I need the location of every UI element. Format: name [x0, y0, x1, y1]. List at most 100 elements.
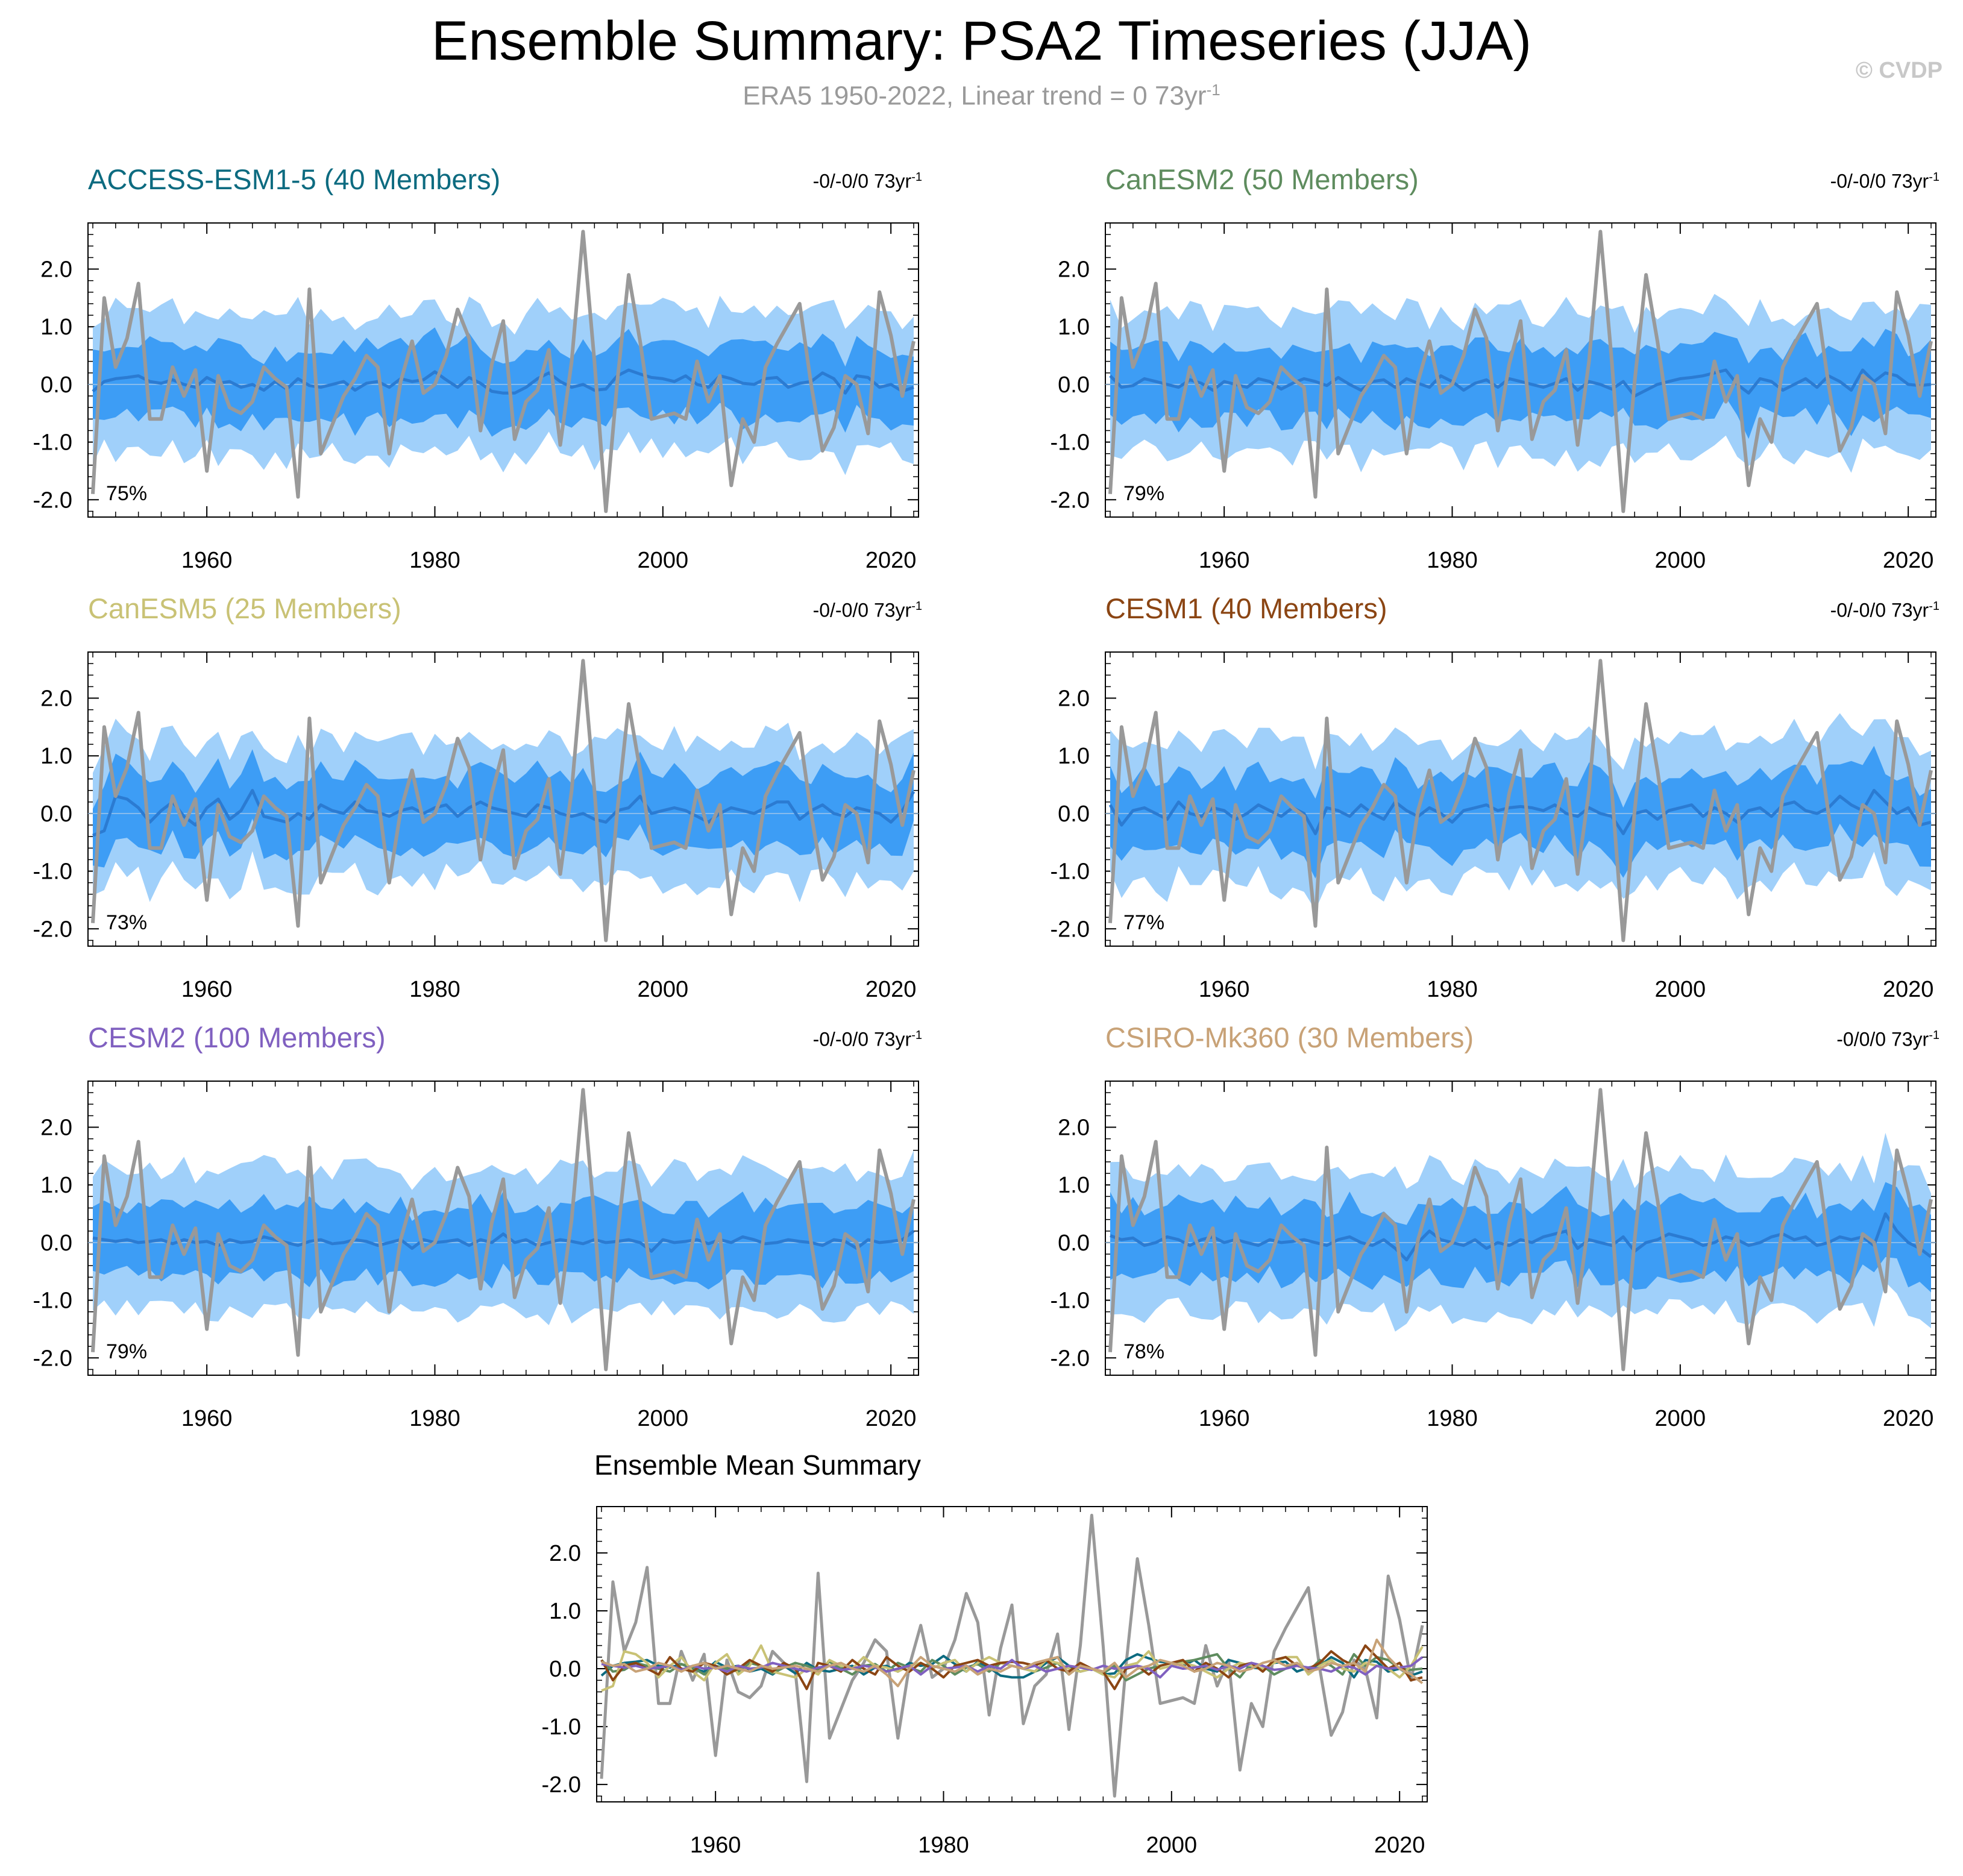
trend-text: -0/-0/0 73yr — [1830, 599, 1929, 621]
x-tick-label: 1980 — [1427, 548, 1478, 573]
panel-trend-cesm2: -0/-0/0 73yr-1 — [687, 1029, 922, 1049]
trend-superscript: -1 — [911, 171, 922, 184]
trend-superscript: -1 — [1929, 1029, 1939, 1042]
x-tick-label: 2000 — [1655, 1406, 1706, 1431]
ensemble-mean-line — [1109, 368, 1932, 398]
percent-label: 73% — [106, 911, 147, 934]
percent-label: 79% — [106, 1340, 147, 1363]
trend-superscript: -1 — [1929, 171, 1939, 184]
panel-title-canesm2: CanESM2 (50 Members) — [1105, 163, 1419, 195]
summary-line-cesm2 — [601, 1656, 1424, 1679]
percent-label: 77% — [1123, 911, 1164, 934]
ensemble-mean-line — [92, 789, 916, 837]
x-tick-label: 2020 — [865, 548, 917, 573]
y-tick-label: -2.0 — [1051, 488, 1090, 513]
y-tick-label: 0.0 — [40, 372, 72, 398]
trend-superscript: -1 — [911, 1029, 922, 1042]
x-tick-label: 2000 — [1655, 977, 1706, 1002]
y-tick-label: 2.0 — [40, 686, 72, 712]
x-tick-label: 1960 — [181, 1406, 233, 1431]
panel-trend-canesm2: -0/-0/0 73yr-1 — [1704, 171, 1939, 191]
x-tick-label: 1980 — [1427, 1406, 1478, 1431]
inner-spread-band — [1110, 328, 1931, 439]
trend-text: -0/-0/0 73yr — [812, 170, 912, 192]
y-tick-label: 2.0 — [1058, 257, 1090, 283]
x-tick-label: 1960 — [181, 977, 233, 1002]
x-tick-label: 1960 — [1199, 977, 1250, 1002]
y-tick-label: -1.0 — [1051, 430, 1090, 456]
x-tick-label: 2020 — [865, 977, 917, 1002]
y-tick-label: 1.0 — [40, 315, 72, 340]
x-tick-label: 1960 — [1199, 548, 1250, 573]
subtitle-superscript: -1 — [1206, 81, 1220, 99]
x-tick-label: 1980 — [409, 977, 460, 1002]
y-tick-label: 0.0 — [1058, 372, 1090, 398]
y-tick-label: -1.0 — [33, 859, 72, 885]
y-tick-label: 2.0 — [1058, 686, 1090, 712]
x-tick-label: 1980 — [918, 1833, 969, 1858]
percent-label: 79% — [1123, 482, 1164, 505]
trend-superscript: -1 — [911, 600, 922, 613]
inner-spread-band — [1110, 1182, 1931, 1293]
y-tick-label: 0.0 — [549, 1657, 581, 1682]
y-tick-label: 0.0 — [40, 802, 72, 827]
y-tick-label: 1.0 — [1058, 315, 1090, 340]
figure-subtitle: ERA5 1950-2022, Linear trend = 0 73yr-1 — [0, 82, 1963, 110]
panel-title-cesm2: CESM2 (100 Members) — [88, 1021, 386, 1053]
y-tick-label: -1.0 — [33, 430, 72, 456]
ensemble-mean-line — [1108, 789, 1932, 835]
x-tick-label: 1980 — [409, 1406, 460, 1431]
panel-trend-access: -0/-0/0 73yr-1 — [687, 171, 922, 191]
y-tick-label: 1.0 — [40, 1173, 72, 1198]
x-tick-label: 2000 — [1655, 548, 1706, 573]
x-tick-label: 1980 — [1427, 977, 1478, 1002]
y-tick-label: 2.0 — [40, 1115, 72, 1141]
y-tick-label: -2.0 — [1051, 917, 1090, 942]
trend-text: -0/-0/0 73yr — [812, 599, 912, 621]
trend-text: -0/-0/0 73yr — [1830, 170, 1929, 192]
inner-spread-band — [1110, 745, 1931, 879]
y-tick-label: 1.0 — [40, 744, 72, 769]
observed-era5-line — [1108, 1088, 1933, 1372]
panel-trend-csiro: -0/0/0 73yr-1 — [1704, 1029, 1939, 1049]
observed-era5-line — [1108, 230, 1933, 513]
y-tick-label: -1.0 — [1051, 859, 1090, 885]
x-tick-label: 2000 — [638, 1406, 689, 1431]
y-tick-label: 2.0 — [1058, 1115, 1090, 1141]
x-tick-label: 2000 — [1146, 1833, 1198, 1858]
y-tick-label: 0.0 — [40, 1231, 72, 1256]
trend-text: -0/0/0 73yr — [1836, 1028, 1929, 1050]
x-tick-label: 1960 — [1199, 1406, 1250, 1431]
panel-title-csiro: CSIRO-Mk360 (30 Members) — [1105, 1021, 1474, 1053]
ensemble-mean-line — [92, 368, 914, 395]
y-tick-label: 0.0 — [1058, 802, 1090, 827]
observed-era5-line — [91, 1088, 916, 1372]
cvdp-credit: © CVDP — [1855, 58, 1943, 83]
inner-spread-band — [93, 749, 914, 868]
panel-title-ensemble-summary: Ensemble Mean Summary — [594, 1449, 921, 1481]
panel-trend-canesm5: -0/-0/0 73yr-1 — [687, 600, 922, 620]
subtitle-text: ERA5 1950-2022, Linear trend = 0 73yr — [743, 81, 1207, 111]
observed-era5-line — [1108, 659, 1933, 943]
percent-label: 75% — [106, 482, 147, 505]
summary-line-era5 — [600, 1513, 1424, 1798]
observed-era5-line — [91, 659, 916, 943]
x-tick-label: 2000 — [638, 548, 689, 573]
y-tick-label: 2.0 — [549, 1541, 581, 1566]
plot-frame — [596, 1506, 1428, 1802]
y-tick-label: 1.0 — [1058, 1173, 1090, 1198]
inner-spread-band — [93, 327, 914, 437]
y-tick-label: 0.0 — [1058, 1231, 1090, 1256]
trend-text: -0/-0/0 73yr — [812, 1028, 912, 1050]
y-tick-label: -2.0 — [1051, 1346, 1090, 1371]
trend-superscript: -1 — [1929, 600, 1939, 613]
x-tick-label: 2020 — [1374, 1833, 1425, 1858]
y-tick-label: -2.0 — [33, 917, 72, 942]
panel-title-canesm5: CanESM5 (25 Members) — [88, 592, 401, 624]
y-tick-label: -2.0 — [542, 1772, 581, 1798]
x-tick-label: 1960 — [690, 1833, 741, 1858]
x-tick-label: 2000 — [638, 977, 689, 1002]
figure-title: Ensemble Summary: PSA2 Timeseries (JJA) — [431, 10, 1532, 72]
x-tick-label: 2020 — [1883, 977, 1934, 1002]
